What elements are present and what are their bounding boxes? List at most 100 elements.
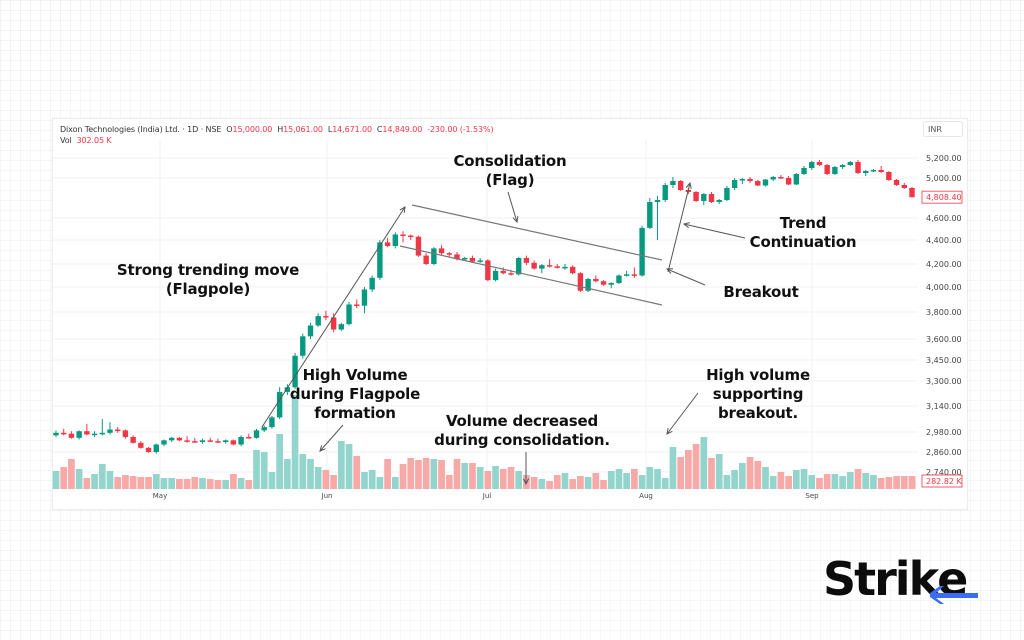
volume-bar — [445, 475, 453, 489]
logo-text-main: Stri — [823, 552, 911, 606]
currency-button[interactable]: INR — [923, 121, 963, 137]
y-tick-label: 2,740.00 — [926, 468, 962, 477]
candle-body — [384, 242, 391, 246]
candle-body — [53, 432, 59, 436]
candle-body — [431, 248, 437, 264]
candle-body — [168, 437, 175, 441]
candle-body — [832, 167, 838, 174]
volume-bar — [484, 471, 492, 489]
volume-bar — [654, 469, 661, 489]
annotation-flag-line1: Consolidation — [453, 152, 567, 170]
legend-symbol[interactable]: Dixon Technologies (India) Ltd. · 1D · N… — [60, 125, 222, 134]
candle-body — [338, 324, 345, 330]
volume-bar — [569, 479, 577, 489]
volume-bar — [584, 477, 592, 489]
volume-bar — [122, 475, 129, 489]
volume-bar — [885, 477, 893, 489]
candle-body — [863, 171, 869, 173]
volume-bar — [245, 480, 253, 489]
volume-bar — [98, 464, 106, 489]
volume-bar — [222, 480, 230, 489]
volume-bar — [831, 474, 839, 489]
last-volume-label: 282.82 K — [926, 477, 963, 486]
candle-body — [184, 440, 190, 442]
volume-bar — [83, 478, 91, 489]
volume-bar — [453, 459, 461, 489]
annotation-volume-decreased-line2: during consolidation. — [434, 431, 610, 449]
volume-bar — [469, 463, 476, 489]
last-price-tag — [921, 190, 963, 204]
candle-body — [423, 255, 429, 264]
candle-body — [523, 258, 530, 263]
candle-body — [716, 200, 722, 202]
candle-body — [153, 444, 159, 452]
candle-body — [246, 437, 252, 439]
candle-body — [647, 202, 653, 228]
y-tick-label: 3,140.00 — [926, 402, 962, 411]
logo-arrow-icon — [930, 586, 978, 604]
trend-continuation-arrow — [683, 223, 746, 239]
annotation-flagpole: Strong trending move (Flagpole) — [108, 261, 308, 299]
legend-ohlc-row: Dixon Technologies (India) Ltd. · 1D · N… — [60, 124, 494, 135]
legend-change: -230.00 (-1.53%) — [427, 125, 494, 134]
candle-body — [215, 441, 221, 443]
volume-bar — [685, 450, 692, 489]
volume-bar — [846, 472, 854, 489]
candle-body — [192, 441, 198, 443]
volume-bar — [577, 476, 584, 489]
candle-body — [323, 316, 329, 318]
candle-body — [307, 325, 314, 337]
volume-bar — [322, 470, 330, 489]
volume-bar — [823, 474, 831, 489]
y-tick-label: 4,600.00 — [926, 214, 962, 223]
legend-high-value: 15,061.00 — [283, 125, 323, 134]
volume-bar — [592, 473, 600, 489]
volume-bar — [199, 478, 206, 489]
candle-body — [809, 162, 815, 168]
candle-body — [747, 179, 753, 181]
candle-body — [870, 170, 877, 172]
volume-bar — [160, 478, 168, 489]
volume-bar — [515, 471, 523, 489]
candle-body — [315, 316, 321, 326]
volume-bar — [314, 467, 322, 489]
annotation-hv-breakout-line3: breakout. — [717, 404, 799, 422]
candle-body — [446, 253, 452, 255]
volume-bar — [75, 469, 83, 489]
volume-bar — [206, 479, 214, 489]
candle-body — [207, 440, 213, 442]
volume-bar — [137, 477, 145, 489]
candle-body — [546, 265, 553, 267]
candle-body — [847, 162, 854, 165]
volume-bar — [623, 473, 631, 489]
last-volume-tag — [921, 474, 963, 488]
chart-panel[interactable] — [52, 118, 968, 510]
volume-bar — [291, 395, 299, 489]
annotation-high-volume-breakout: High volume supporting breakout. — [693, 366, 823, 423]
candle-body — [438, 248, 445, 254]
volume-bar — [785, 476, 792, 489]
candle-body — [755, 181, 761, 186]
candle-body — [878, 170, 884, 172]
candle-body — [469, 258, 476, 262]
candle-body — [415, 236, 422, 256]
flag-arrow — [507, 191, 518, 223]
candle-body — [284, 387, 291, 392]
candle-body — [662, 185, 668, 200]
candle-body — [114, 429, 121, 432]
x-tick-label: Jul — [482, 492, 492, 500]
flag-lower-line — [399, 245, 663, 306]
volume-bar — [638, 475, 646, 489]
candle-body — [585, 278, 591, 291]
volume-bar — [769, 476, 777, 489]
volume-bar — [839, 476, 846, 489]
volume-bar — [230, 474, 237, 489]
candle-body — [230, 440, 237, 445]
legend-open-label: O — [226, 125, 233, 134]
volume-bar — [299, 454, 307, 489]
candle-body — [122, 430, 129, 437]
volume-bar — [106, 471, 114, 489]
x-tick-label: Jun — [321, 492, 333, 500]
candle-body — [577, 273, 584, 291]
